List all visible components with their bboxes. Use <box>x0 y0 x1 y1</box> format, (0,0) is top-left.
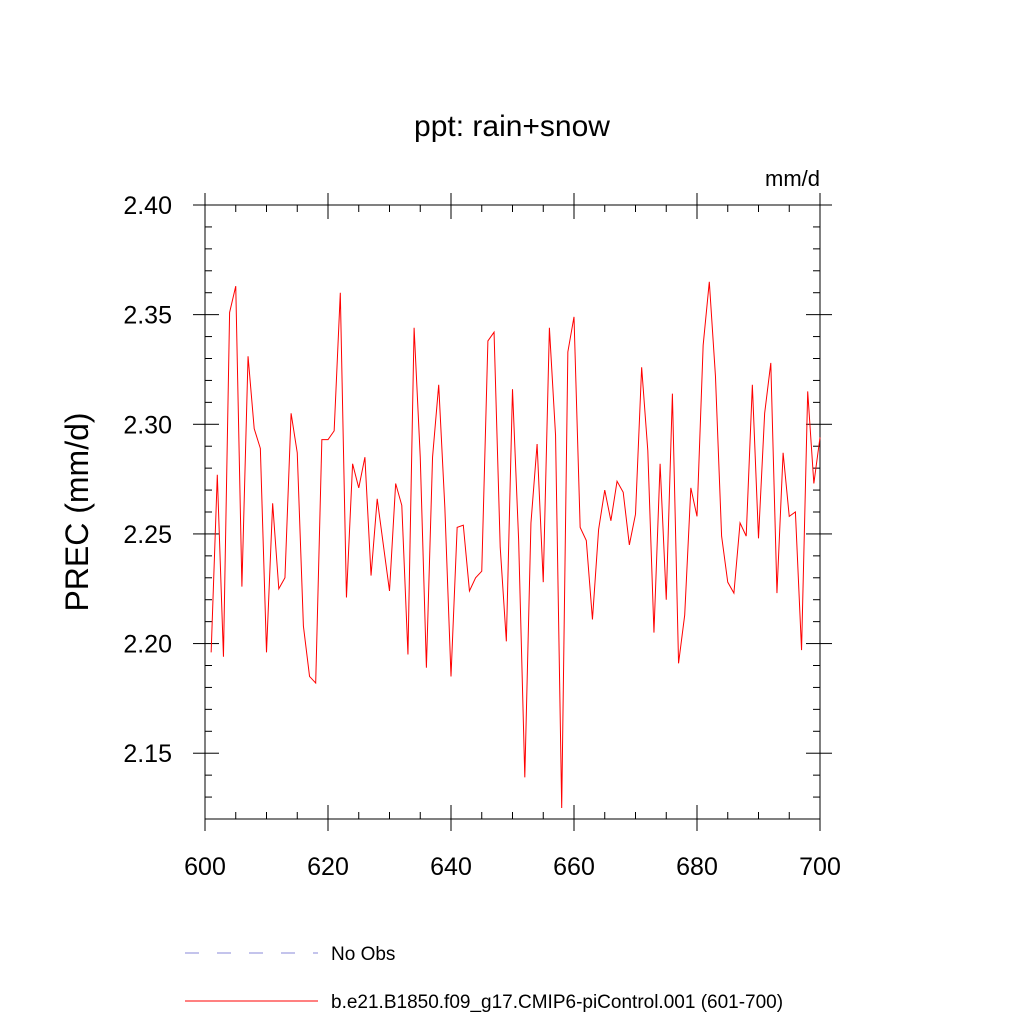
series-line <box>210 281 821 809</box>
x-tick-label: 700 <box>799 853 841 881</box>
y-tick-label: 2.15 <box>123 740 172 768</box>
legend-label: No Obs <box>331 944 395 965</box>
x-tick-label: 660 <box>553 853 595 881</box>
y-tick-label: 2.20 <box>123 631 172 659</box>
y-axis: 2.15 2.20 2.25 2.30 2.35 2.40 <box>123 192 832 820</box>
units-label: mm/d <box>765 166 820 191</box>
y-tick-label: 2.40 <box>123 192 172 220</box>
x-tick-label: 600 <box>184 853 226 881</box>
y-tick-label: 2.25 <box>123 521 172 549</box>
x-tick-label: 620 <box>307 853 349 881</box>
legend: No Obs b.e21.B1850.f09_g17.CMIP6-piContro… <box>185 944 783 1013</box>
y-tick-label: 2.30 <box>123 411 172 439</box>
x-tick-label: 640 <box>430 853 472 881</box>
plot-frame <box>204 204 821 820</box>
series-layer <box>210 281 821 809</box>
y-tick-label: 2.35 <box>123 302 172 330</box>
x-tick-label: 680 <box>676 853 718 881</box>
legend-label: b.e21.B1850.f09_g17.CMIP6-piControl.001 … <box>331 992 783 1013</box>
plot-border <box>204 204 821 820</box>
y-axis-label: PREC (mm/d) <box>59 412 95 611</box>
chart-title: ppt: rain+snow <box>414 110 610 143</box>
x-axis: 600 620 640 660 680 700 <box>184 193 841 881</box>
